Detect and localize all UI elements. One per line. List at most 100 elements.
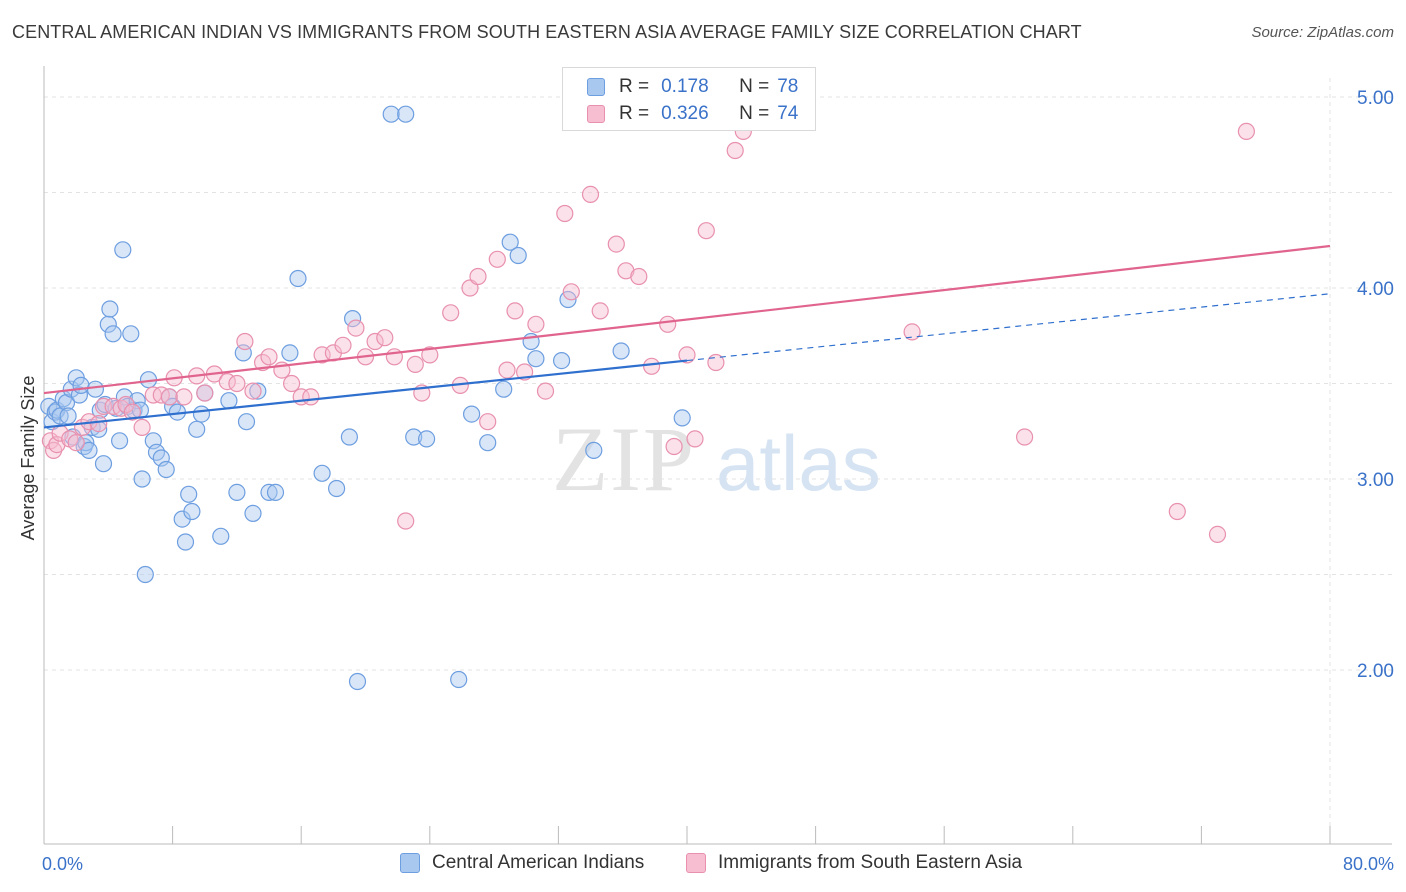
data-point bbox=[244, 382, 262, 400]
data-point bbox=[450, 670, 468, 689]
data-point bbox=[686, 430, 704, 448]
data-point bbox=[260, 483, 278, 501]
stats-n-value: 74 bbox=[777, 103, 799, 124]
data-point bbox=[726, 141, 744, 160]
trend-layer bbox=[43, 244, 1331, 429]
trend-line-blue-dashed bbox=[686, 293, 1331, 362]
data-point bbox=[122, 325, 140, 343]
tick-labels: 2.00 3.00 4.00 5.00 0.0% 80.0% bbox=[42, 88, 1394, 874]
data-point bbox=[237, 413, 256, 431]
data-point bbox=[302, 388, 320, 406]
data-point bbox=[659, 315, 677, 333]
data-point bbox=[536, 382, 555, 400]
data-point bbox=[498, 361, 516, 379]
data-point bbox=[281, 344, 299, 362]
data-point bbox=[903, 323, 921, 341]
data-point bbox=[67, 434, 85, 452]
data-point bbox=[591, 302, 609, 320]
axes bbox=[43, 66, 1392, 845]
legend-item-immigrants-south-eastern-asia[interactable]: Immigrants from South Eastern Asia bbox=[686, 852, 1022, 874]
data-point bbox=[266, 483, 285, 501]
data-point bbox=[94, 455, 113, 473]
data-point bbox=[1208, 525, 1227, 544]
data-point bbox=[59, 407, 77, 425]
data-point bbox=[585, 441, 603, 459]
data-point bbox=[1237, 122, 1256, 140]
data-point bbox=[673, 409, 691, 427]
data-point bbox=[1015, 428, 1034, 446]
data-point bbox=[418, 430, 436, 448]
stats-n-label: N = bbox=[739, 103, 770, 124]
data-point bbox=[495, 380, 513, 398]
data-point bbox=[678, 346, 696, 364]
series-layer bbox=[40, 105, 1256, 691]
bottom-legend: Central American Indians Immigrants from… bbox=[0, 850, 1406, 880]
stats-swatch-pink bbox=[587, 105, 605, 123]
data-point bbox=[479, 413, 497, 431]
data-point bbox=[344, 310, 362, 328]
trend-line-blue bbox=[43, 359, 688, 429]
data-point bbox=[527, 315, 545, 333]
data-point bbox=[612, 342, 630, 360]
legend-swatch-blue bbox=[400, 853, 420, 873]
data-point bbox=[176, 533, 195, 551]
data-point bbox=[479, 434, 497, 452]
data-point bbox=[382, 105, 400, 123]
data-point bbox=[136, 565, 154, 584]
data-point bbox=[123, 403, 141, 421]
data-point bbox=[340, 428, 358, 446]
stats-r-label: R = bbox=[619, 103, 650, 124]
watermark-zip: ZIP bbox=[552, 408, 696, 510]
data-point bbox=[463, 405, 481, 423]
data-point bbox=[175, 388, 193, 406]
data-point bbox=[366, 332, 384, 351]
data-point bbox=[283, 374, 301, 393]
data-point bbox=[160, 388, 178, 406]
data-point bbox=[183, 502, 201, 521]
stats-r-value: 0.178 bbox=[661, 76, 709, 97]
data-point bbox=[506, 302, 524, 320]
data-point bbox=[501, 233, 519, 251]
y-tick-label: 2.00 bbox=[1357, 661, 1394, 682]
stats-n-value: 78 bbox=[777, 76, 799, 97]
data-point bbox=[642, 357, 661, 375]
stats-swatch-blue bbox=[587, 78, 605, 96]
stats-row-pink: R = 0.326 N = 74 bbox=[587, 101, 798, 127]
data-point bbox=[236, 332, 254, 351]
data-point bbox=[212, 527, 230, 545]
data-point bbox=[348, 672, 367, 691]
stats-r-label: R = bbox=[619, 76, 650, 97]
data-point bbox=[228, 483, 246, 501]
data-point bbox=[347, 319, 365, 337]
stats-legend: R = 0.178 N = 78 R = 0.326 N = 74 bbox=[562, 67, 816, 131]
data-point bbox=[110, 432, 129, 450]
y-tick-label: 5.00 bbox=[1357, 88, 1394, 109]
data-point bbox=[442, 304, 460, 322]
data-point bbox=[289, 269, 307, 288]
data-point bbox=[133, 418, 151, 436]
data-point bbox=[488, 250, 506, 268]
data-point bbox=[397, 105, 415, 123]
data-point bbox=[180, 485, 198, 503]
data-point bbox=[313, 464, 331, 482]
data-point bbox=[406, 355, 424, 373]
y-axis-label: Average Family Size bbox=[18, 376, 38, 541]
legend-item-central-american-indians[interactable]: Central American Indians bbox=[400, 852, 644, 874]
data-point bbox=[133, 470, 151, 488]
data-point bbox=[328, 479, 346, 498]
x-tick-label: 0.0% bbox=[42, 854, 83, 874]
data-point bbox=[80, 441, 98, 459]
source-label: Source: ZipAtlas.com bbox=[1251, 24, 1394, 41]
x-tick-label: 80.0% bbox=[1343, 854, 1394, 874]
data-point bbox=[90, 415, 108, 433]
legend-swatch-pink bbox=[686, 853, 706, 873]
data-point bbox=[405, 428, 423, 446]
data-point bbox=[562, 283, 580, 301]
data-point bbox=[334, 336, 352, 354]
y-tick-label: 4.00 bbox=[1357, 279, 1394, 300]
data-point bbox=[157, 460, 175, 479]
data-point bbox=[249, 382, 267, 400]
data-point bbox=[607, 235, 625, 253]
stats-r-value: 0.326 bbox=[661, 103, 709, 124]
